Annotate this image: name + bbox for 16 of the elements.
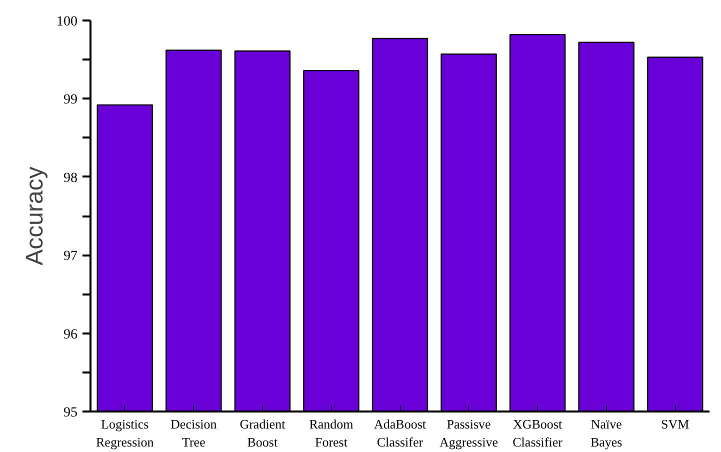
y-tick-label: 95 xyxy=(64,406,78,420)
x-tick-label: AdaBoost Classifer xyxy=(374,416,426,450)
x-tick-label: SVM xyxy=(661,416,690,432)
x-tick-label: XGBoost Classifier xyxy=(512,416,564,450)
y-tick-label: 97 xyxy=(64,249,78,264)
y-tick-label: 96 xyxy=(64,327,78,342)
x-tick-label: Passisve Aggressive xyxy=(440,416,498,450)
x-tick-label: Gradient Boost xyxy=(240,416,286,450)
y-tick-label: 99 xyxy=(64,92,78,108)
x-tick-label: Decision Tree xyxy=(170,416,218,450)
y-tick-label: 98 xyxy=(64,170,78,186)
x-tick-label: Random Forest xyxy=(309,416,354,450)
x-tick-label: Logistics Regression xyxy=(96,416,154,450)
y-tick-label: 100 xyxy=(56,14,78,30)
y-axis-title: Accuracy xyxy=(22,166,48,266)
x-tick-label: Naïve Bayes xyxy=(590,416,622,450)
